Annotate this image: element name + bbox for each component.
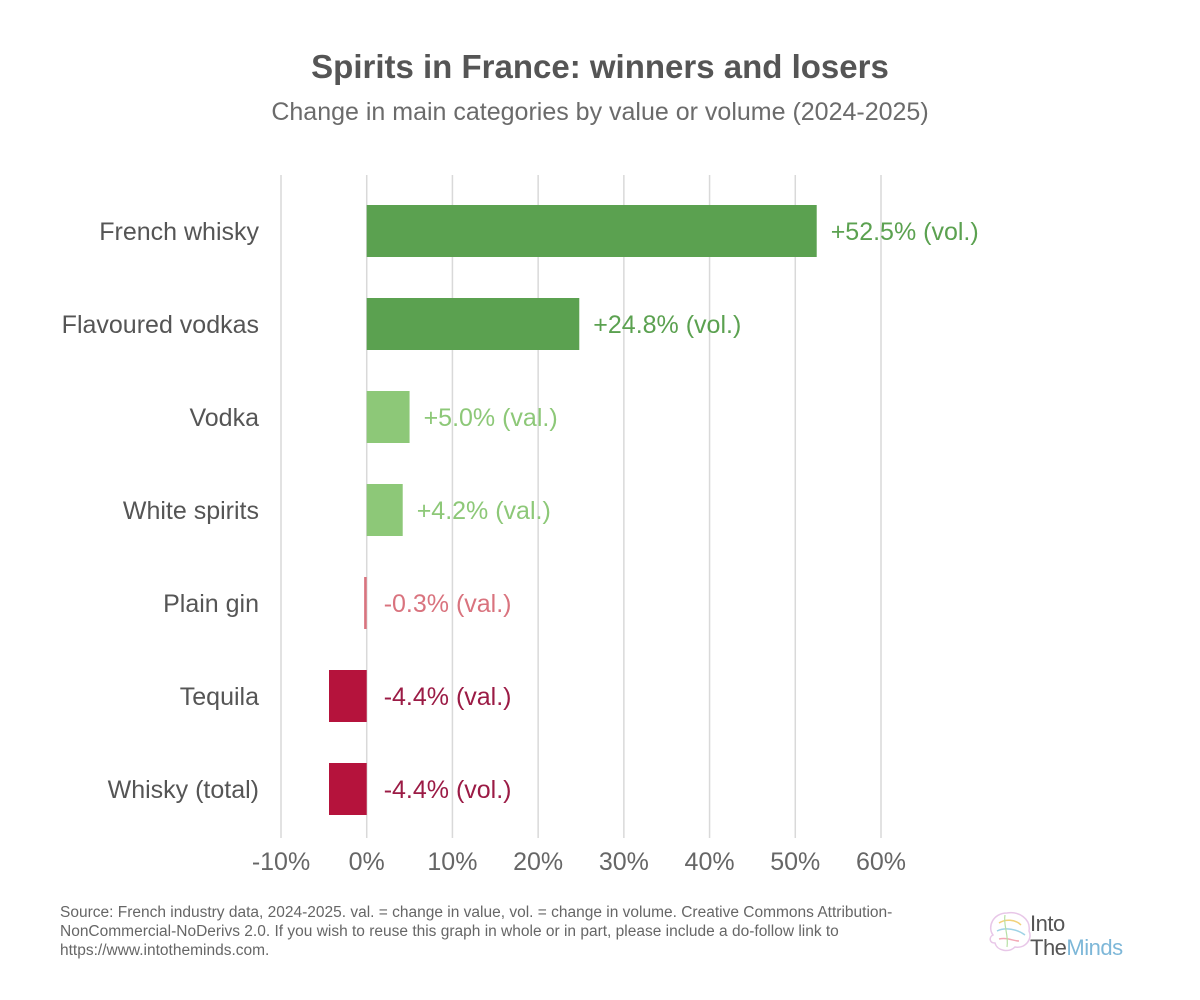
brain-icon <box>989 911 1031 952</box>
bar <box>366 391 410 443</box>
bar <box>366 205 817 257</box>
bar <box>364 577 367 629</box>
logo-text-into: Into <box>1030 911 1065 936</box>
category-label: Whisky (total) <box>108 776 259 804</box>
category-label: Flavoured vodkas <box>62 311 259 339</box>
x-tick-label: 40% <box>685 848 735 876</box>
intotheminds-logo[interactable]: Into TheMinds <box>985 905 1145 965</box>
category-label: Plain gin <box>163 590 259 618</box>
chart-bars <box>329 205 817 815</box>
data-labels: +52.5% (vol.) +24.8% (vol.) +5.0% (val.) +4… <box>384 218 979 804</box>
x-tick-label: 10% <box>427 848 477 876</box>
bar <box>366 298 580 350</box>
data-label: +52.5% (vol.) <box>831 218 979 246</box>
x-tick-label: 60% <box>856 848 906 876</box>
data-label: -4.4% (val.) <box>384 683 512 711</box>
data-label: +24.8% (vol.) <box>593 311 741 339</box>
data-label: -0.3% (val.) <box>384 590 512 618</box>
logo-text-theminds: TheMinds <box>1030 935 1123 960</box>
category-labels: French whisky Flavoured vodkas Vodka White … <box>62 218 260 804</box>
category-label: Vodka <box>189 404 259 432</box>
category-label: Tequila <box>180 683 259 711</box>
chart-subtitle: Change in main categories by value or vo… <box>271 98 929 126</box>
data-label: -4.4% (vol.) <box>384 776 512 804</box>
data-label: +4.2% (val.) <box>417 497 551 525</box>
x-tick-label: 20% <box>513 848 563 876</box>
source-note: Source: French industry data, 2024-2025.… <box>60 904 893 959</box>
bar <box>329 763 367 815</box>
chart-title: Spirits in France: winners and losers <box>311 48 889 85</box>
x-tick-label: 0% <box>349 848 385 876</box>
bar <box>329 670 367 722</box>
x-tick-label: 50% <box>770 848 820 876</box>
bar <box>366 484 403 536</box>
x-tick-label: 30% <box>599 848 649 876</box>
category-label: White spirits <box>123 497 259 525</box>
bar-chart: French whisky Flavoured vodkas Vodka White … <box>62 175 979 876</box>
x-axis-ticks: -10% 0% 10% 20% 30% 40% 50% 60% <box>252 848 906 876</box>
data-label: +5.0% (val.) <box>424 404 558 432</box>
x-tick-label: -10% <box>252 848 310 876</box>
chart-gridlines <box>280 175 882 838</box>
category-label: French whisky <box>99 218 259 246</box>
